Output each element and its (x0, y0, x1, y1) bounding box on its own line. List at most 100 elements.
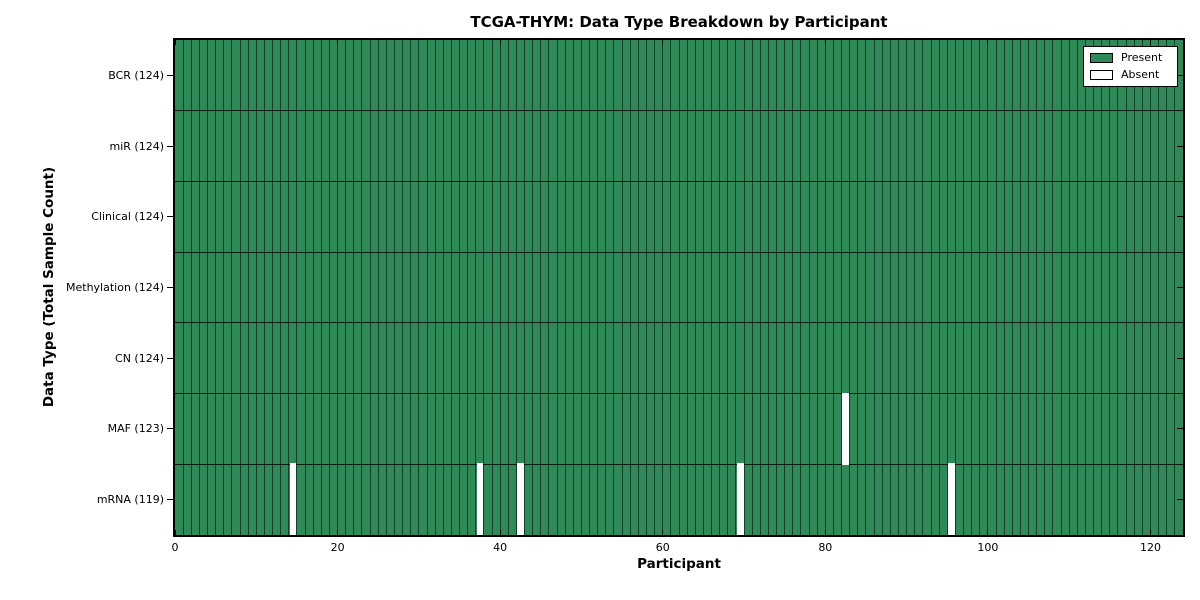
cell-grid-vline (426, 40, 428, 535)
cell-grid-vline (548, 40, 550, 535)
cell-grid-vline (328, 40, 330, 535)
cell-grid-vline (979, 40, 981, 535)
x-tick-top (662, 40, 664, 45)
cell-grid-vline (889, 40, 891, 535)
cell-grid-vline (499, 40, 501, 535)
cell-grid-vline (434, 40, 436, 535)
cell-grid-vline (524, 40, 526, 535)
cell-grid-vline (751, 40, 753, 535)
cell-grid-vline (767, 40, 769, 535)
cell-grid-vline (589, 40, 591, 535)
cell-grid-vline (670, 40, 672, 535)
cell-grid-vline (597, 40, 599, 535)
cell-grid-vline (402, 40, 404, 535)
y-tick-label: MAF (123) (107, 422, 164, 436)
cell-grid-vline (897, 40, 899, 535)
cell-grid-vline (678, 40, 680, 535)
cell-grid-vline (580, 40, 582, 535)
cell-grid-vline (263, 40, 265, 535)
cell-grid-vline (1011, 40, 1013, 535)
cell-grid-vline (564, 40, 566, 535)
cell-grid-vline (207, 40, 209, 535)
absent-bar (517, 463, 525, 535)
y-tick-label: miR (124) (109, 139, 165, 153)
cell-grid-vline (239, 40, 241, 535)
cell-grid-vline (808, 40, 810, 535)
cell-grid-vline (532, 40, 534, 535)
chart-title: TCGA-THYM: Data Type Breakdown by Partic… (470, 13, 888, 31)
cell-grid-vline (442, 40, 444, 535)
cell-grid-vline (190, 40, 192, 535)
x-tick-top (1149, 40, 1151, 45)
cell-grid-vline (1158, 40, 1160, 535)
cell-grid-vline (881, 40, 883, 535)
cell-grid-vline (735, 40, 737, 535)
cell-grid-vline (337, 40, 339, 535)
cell-grid-vline (393, 40, 395, 535)
x-tick-bottom (662, 530, 664, 535)
cell-grid-vline (841, 40, 843, 535)
legend: Present Absent (1083, 46, 1178, 87)
cell-grid-vline (1101, 40, 1103, 535)
x-axis-label: Participant (637, 556, 721, 572)
cell-grid-vline (1149, 40, 1151, 535)
legend-label-absent: Absent (1121, 68, 1160, 81)
cell-grid-vline (711, 40, 713, 535)
cell-grid-vline (849, 40, 851, 535)
row-separator (175, 110, 1183, 112)
y-tick-left (167, 287, 173, 288)
cell-grid-vline (832, 40, 834, 535)
cell-grid-vline (662, 40, 664, 535)
cell-grid-vline (824, 40, 826, 535)
cell-grid-vline (637, 40, 639, 535)
cell-grid-vline (938, 40, 940, 535)
absent-bar (736, 463, 744, 535)
cell-grid-vline (320, 40, 322, 535)
x-tick-bottom (987, 530, 989, 535)
cell-grid-vline (1052, 40, 1054, 535)
cell-grid-vline (1117, 40, 1119, 535)
cell-grid-vline (1019, 40, 1021, 535)
cell-grid-vline (1068, 40, 1070, 535)
cell-grid-vline (1084, 40, 1086, 535)
row-separator (175, 393, 1183, 395)
x-tick-label: 60 (655, 541, 670, 554)
absent-bar (842, 392, 850, 466)
x-tick-bottom (499, 530, 501, 535)
cell-grid-vline (540, 40, 542, 535)
cell-grid-vline (182, 40, 184, 535)
y-tick-left (167, 74, 173, 76)
cell-grid-vline (1093, 40, 1095, 535)
y-tick-left (167, 357, 173, 359)
cell-grid-vline (914, 40, 916, 535)
plot-area (173, 38, 1185, 537)
cell-grid-vline (467, 40, 469, 535)
y-tick-left (167, 428, 173, 430)
x-tick-label: 20 (330, 541, 345, 554)
cell-grid-vline (1166, 40, 1168, 535)
absent-bar (476, 463, 484, 535)
cell-grid-vline (816, 40, 818, 535)
y-tick-label: Methylation (124) (66, 281, 164, 294)
cell-grid-vline (727, 40, 729, 535)
row-separator (175, 322, 1183, 324)
y-tick-right (1177, 287, 1183, 288)
cell-grid-vline (288, 40, 290, 535)
cell-grid-vline (605, 40, 607, 535)
cell-grid-vline (613, 40, 615, 535)
cell-grid-vline (1003, 40, 1005, 535)
cell-grid-vline (418, 40, 420, 535)
row-separator (175, 251, 1183, 253)
cell-grid-vline (1060, 40, 1062, 535)
cell-grid-vline (930, 40, 932, 535)
cell-grid-vline (572, 40, 574, 535)
cell-grid-vline (1133, 40, 1135, 535)
cell-grid-vline (369, 40, 371, 535)
cell-grid-vline (800, 40, 802, 535)
x-tick-top (824, 40, 826, 45)
y-tick-left (167, 499, 173, 501)
x-tick-top (337, 40, 339, 45)
x-tick-top (175, 40, 176, 45)
cell-grid-vline (857, 40, 859, 535)
y-tick-right (1177, 357, 1183, 359)
